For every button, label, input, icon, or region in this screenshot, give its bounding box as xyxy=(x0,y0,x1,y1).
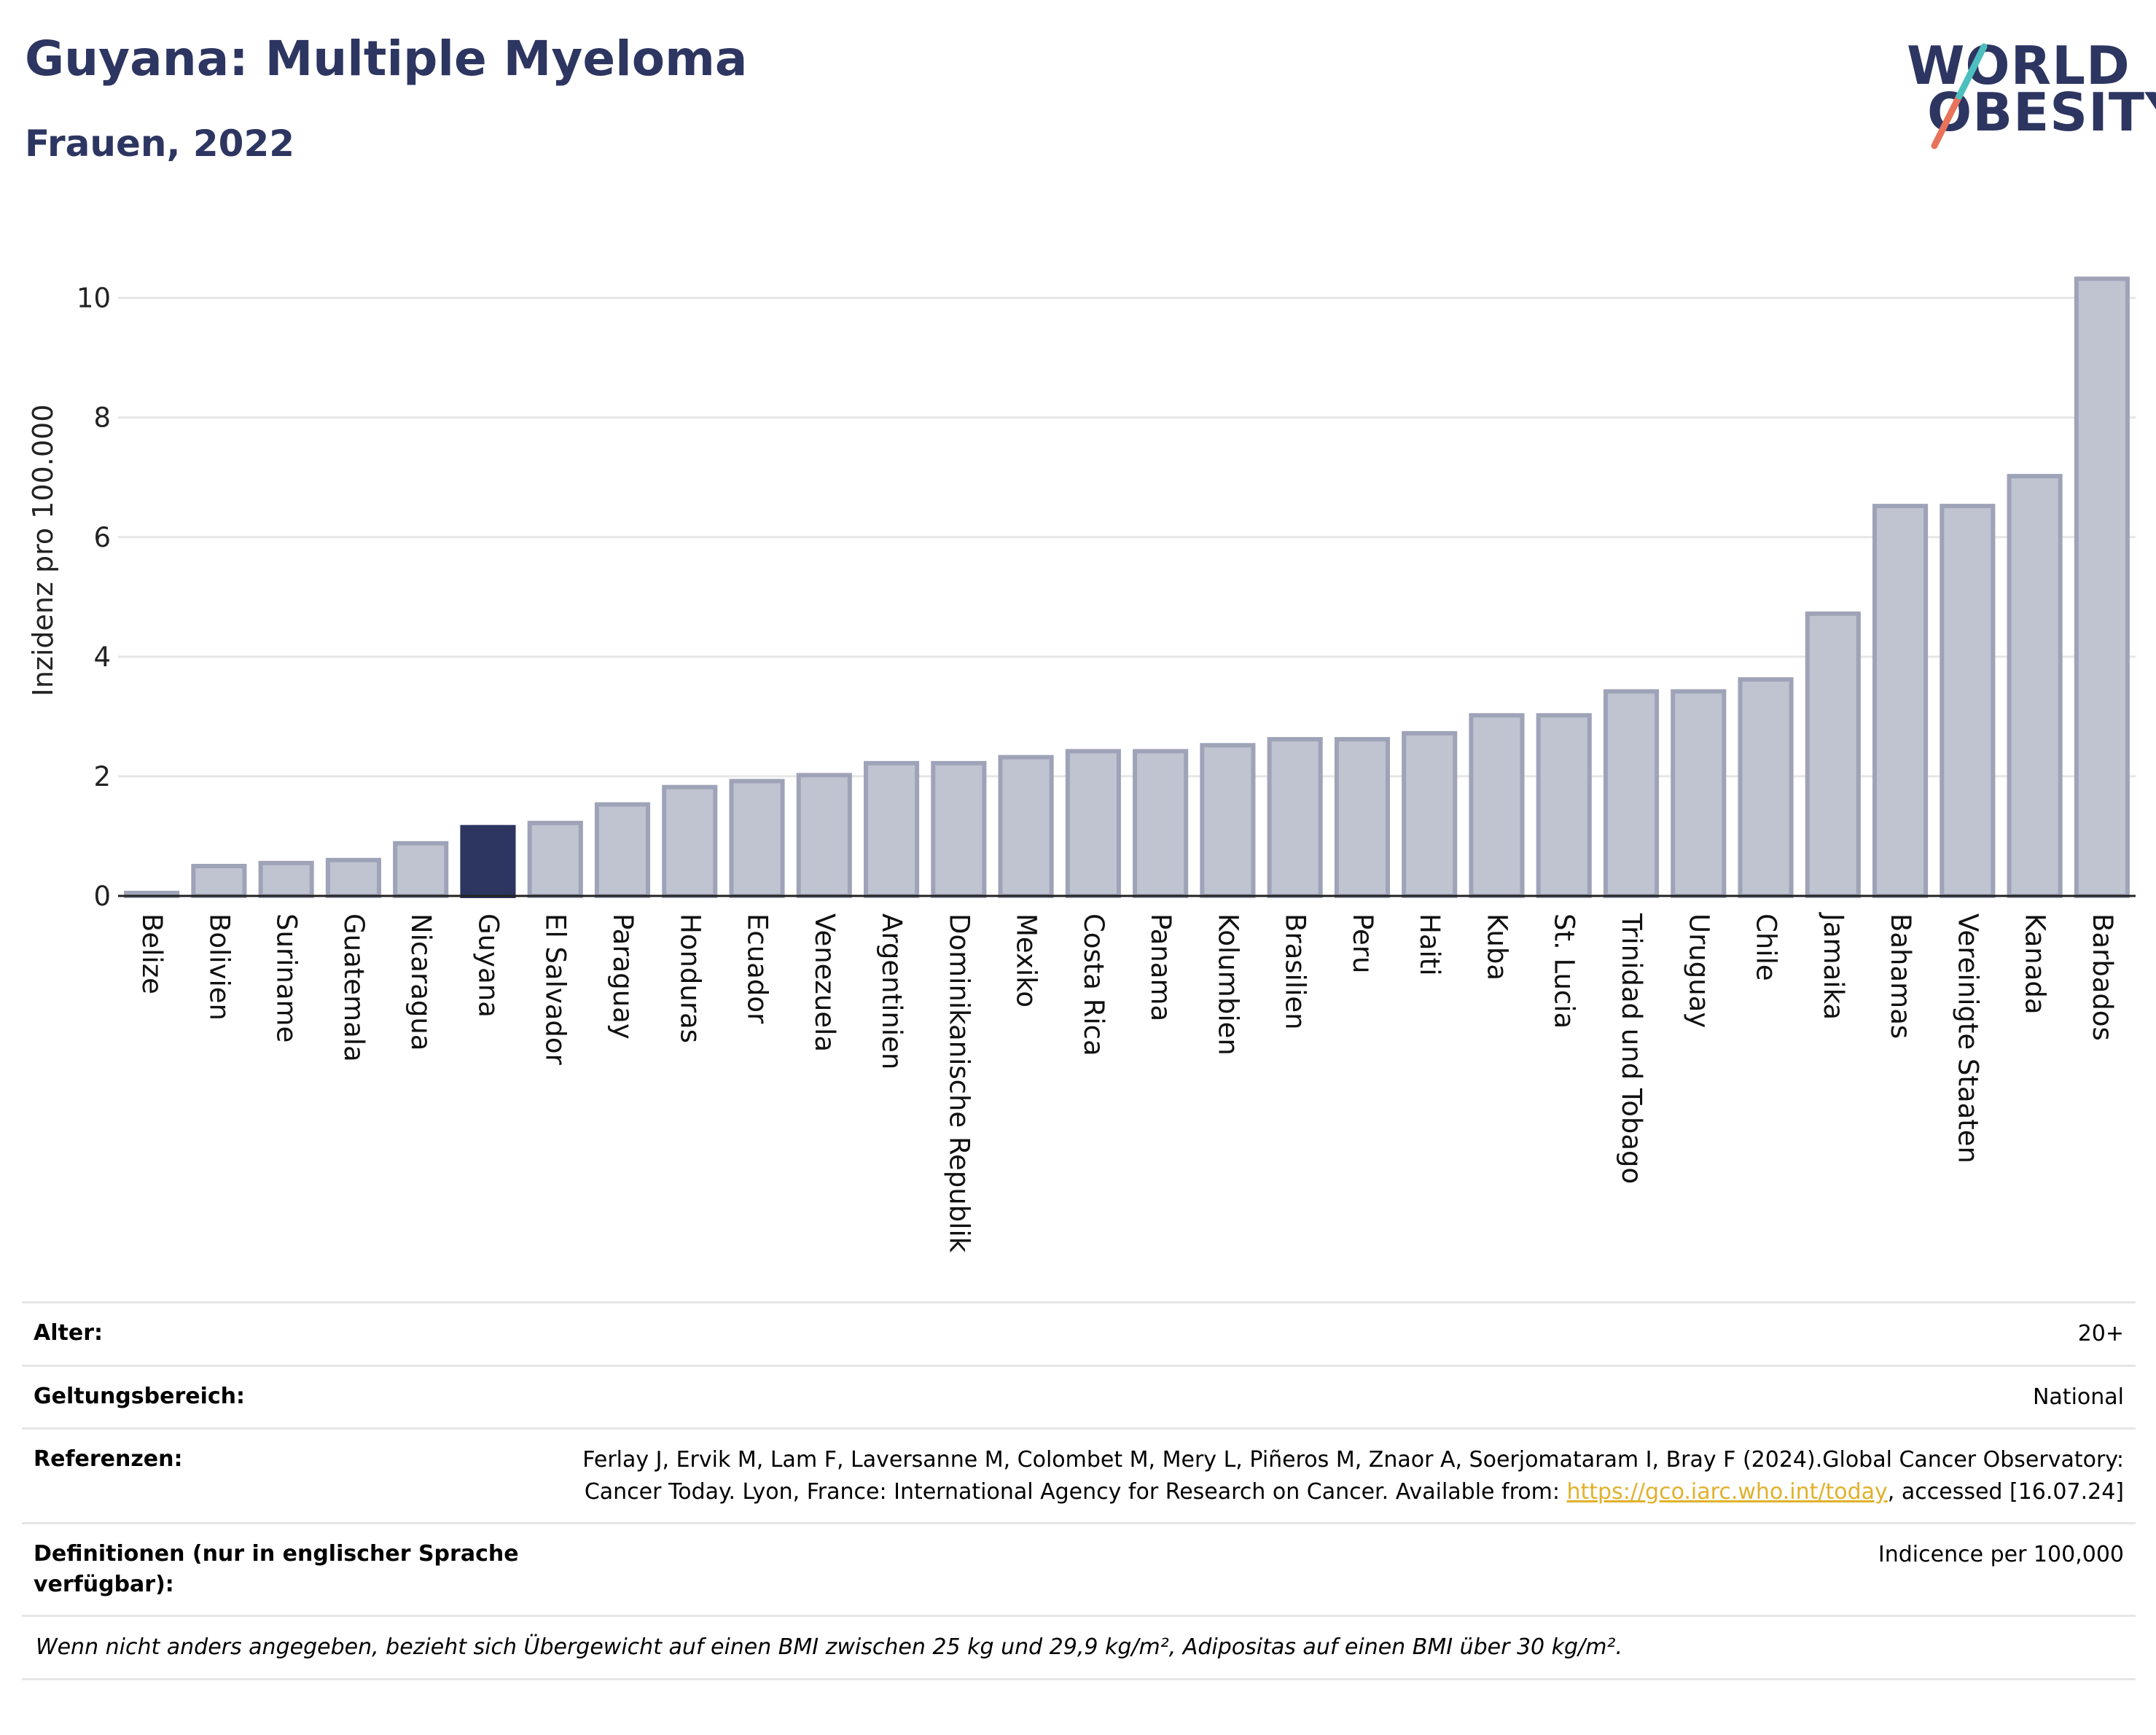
x-tick-label: Kolumbien xyxy=(1212,913,1243,1056)
y-tick-label: 2 xyxy=(93,761,111,792)
bar xyxy=(1065,749,1121,899)
bar xyxy=(1334,737,1390,899)
x-tick-label: Barbados xyxy=(2087,913,2118,1041)
x-tick-label: Uruguay xyxy=(1683,913,1714,1028)
bar xyxy=(1805,611,1861,898)
metadata-table: Alter: 20+ Geltungsbereich: National Ref… xyxy=(22,1301,2136,1680)
x-tick-label: Jamaika xyxy=(1818,912,1849,1020)
scope-label: Geltungsbereich: xyxy=(34,1383,246,1409)
bars xyxy=(124,276,2130,899)
x-tick-label: Honduras xyxy=(674,913,706,1043)
x-tick-label: Kuba xyxy=(1481,913,1512,980)
references-suffix: , accessed [16.07.24] xyxy=(1887,1478,2124,1505)
x-tick-label: Costa Rica xyxy=(1078,913,1109,1056)
bar xyxy=(1536,713,1592,899)
scope-value: National xyxy=(2032,1384,2124,1410)
bar xyxy=(1469,713,1525,899)
y-tick-label: 8 xyxy=(93,402,111,434)
bar xyxy=(662,784,718,898)
x-tick-label: Trinidad und Tobago xyxy=(1616,913,1647,1184)
logo-line-2: OBESITY xyxy=(1927,82,2156,143)
bar xyxy=(1200,743,1256,898)
definitions-value: Indicence per 100,000 xyxy=(1878,1542,2124,1567)
meta-row-note: Wenn nicht anders angegeben, bezieht sic… xyxy=(22,1615,2136,1680)
x-tick-label: Belize xyxy=(136,913,168,994)
x-tick-label: Panama xyxy=(1145,913,1176,1021)
x-tick-label: Bahamas xyxy=(1885,913,1916,1039)
x-tick-label: Guyana xyxy=(472,913,504,1018)
bar-highlight xyxy=(460,824,516,898)
axes: 0 2 4 6 8 10 Belize Bolivien Suriname Guatemala Ni… xyxy=(77,283,2136,1253)
x-tick-label: Vereinigte Staaten xyxy=(1952,913,1983,1163)
references-link[interactable]: https://gco.iarc.who.int/today xyxy=(1566,1478,1888,1505)
bar xyxy=(729,779,785,898)
references-text: Ferlay J, Ervik M, Lam F, Laversanne M, … xyxy=(582,1447,2124,1505)
bar xyxy=(1402,730,1458,898)
x-tick-label: St. Lucia xyxy=(1549,913,1580,1029)
bar xyxy=(998,755,1054,898)
references-value: Ferlay J, Ervik M, Lam F, Laversanne M, … xyxy=(535,1444,2124,1508)
bar xyxy=(191,863,247,899)
y-tick-label: 4 xyxy=(93,642,111,673)
logo-line-1: WORLD xyxy=(1907,35,2130,96)
x-tick-label: Nicaragua xyxy=(405,913,437,1050)
bar xyxy=(325,857,381,898)
bar xyxy=(1133,749,1189,899)
references-label: Referenzen: xyxy=(34,1446,183,1472)
bar xyxy=(393,841,449,899)
x-tick-label: Ecuador xyxy=(742,913,773,1024)
x-tick-label: Brasilien xyxy=(1280,913,1311,1030)
bar xyxy=(594,802,651,899)
y-tick-label: 6 xyxy=(93,522,111,553)
x-tick-label: Chile xyxy=(1751,913,1782,981)
world-obesity-logo: WORLD OBESITY xyxy=(1895,29,2156,160)
x-tick-label: Mexiko xyxy=(1011,913,1042,1007)
bar xyxy=(527,820,583,898)
age-value: 20+ xyxy=(2077,1321,2124,1346)
logo-slash-icon xyxy=(1931,43,1988,149)
meta-row-age: Alter: 20+ xyxy=(22,1301,2136,1365)
bar xyxy=(864,760,920,899)
bar xyxy=(2074,276,2130,898)
chart-title: Guyana: Multiple Myeloma xyxy=(25,31,748,87)
x-tick-label: Guatemala xyxy=(338,913,370,1062)
bar xyxy=(1738,677,1794,898)
bar-chart: 0 2 4 6 8 10 Belize Bolivien Suriname Guatemala Ni… xyxy=(27,276,2136,1253)
bar xyxy=(258,860,314,899)
footnote: Wenn nicht anders angegeben, bezieht sic… xyxy=(35,1634,1622,1660)
bar xyxy=(931,760,987,899)
bar xyxy=(1603,689,1660,899)
bar xyxy=(2007,474,2063,899)
x-tick-label: Bolivien xyxy=(203,913,235,1021)
bar xyxy=(1671,689,1727,899)
bar xyxy=(1267,737,1323,899)
x-tick-label: Dominikanische Republik xyxy=(943,913,975,1253)
meta-row-definitions: Definitionen (nur in englischer Sprache … xyxy=(22,1522,2136,1615)
chart-subtitle: Frauen, 2022 xyxy=(25,122,295,165)
y-axis-label: Inzidenz pro 100.000 xyxy=(27,405,59,697)
bar xyxy=(796,773,852,898)
x-tick-label: Argentinien xyxy=(876,913,907,1069)
bar xyxy=(1872,504,1929,898)
x-tick-label: Kanada xyxy=(2020,913,2051,1015)
x-tick-label: Peru xyxy=(1347,913,1378,973)
definitions-label: Definitionen (nur in englischer Sprache … xyxy=(34,1541,519,1597)
age-label: Alter: xyxy=(34,1320,103,1346)
bar xyxy=(1940,504,1996,898)
meta-row-references: Referenzen: Ferlay J, Ervik M, Lam F, La… xyxy=(22,1427,2136,1522)
x-tick-label: Haiti xyxy=(1414,913,1445,976)
x-tick-label: Paraguay xyxy=(607,913,638,1040)
x-tick-label: Venezuela xyxy=(809,913,840,1052)
y-tick-label: 10 xyxy=(77,283,111,314)
meta-row-scope: Geltungsbereich: National xyxy=(22,1364,2136,1428)
grid-lines xyxy=(118,297,2136,778)
y-tick-label: 0 xyxy=(93,881,111,912)
x-tick-label: El Salvador xyxy=(540,913,571,1066)
x-tick-label: Suriname xyxy=(271,913,302,1042)
